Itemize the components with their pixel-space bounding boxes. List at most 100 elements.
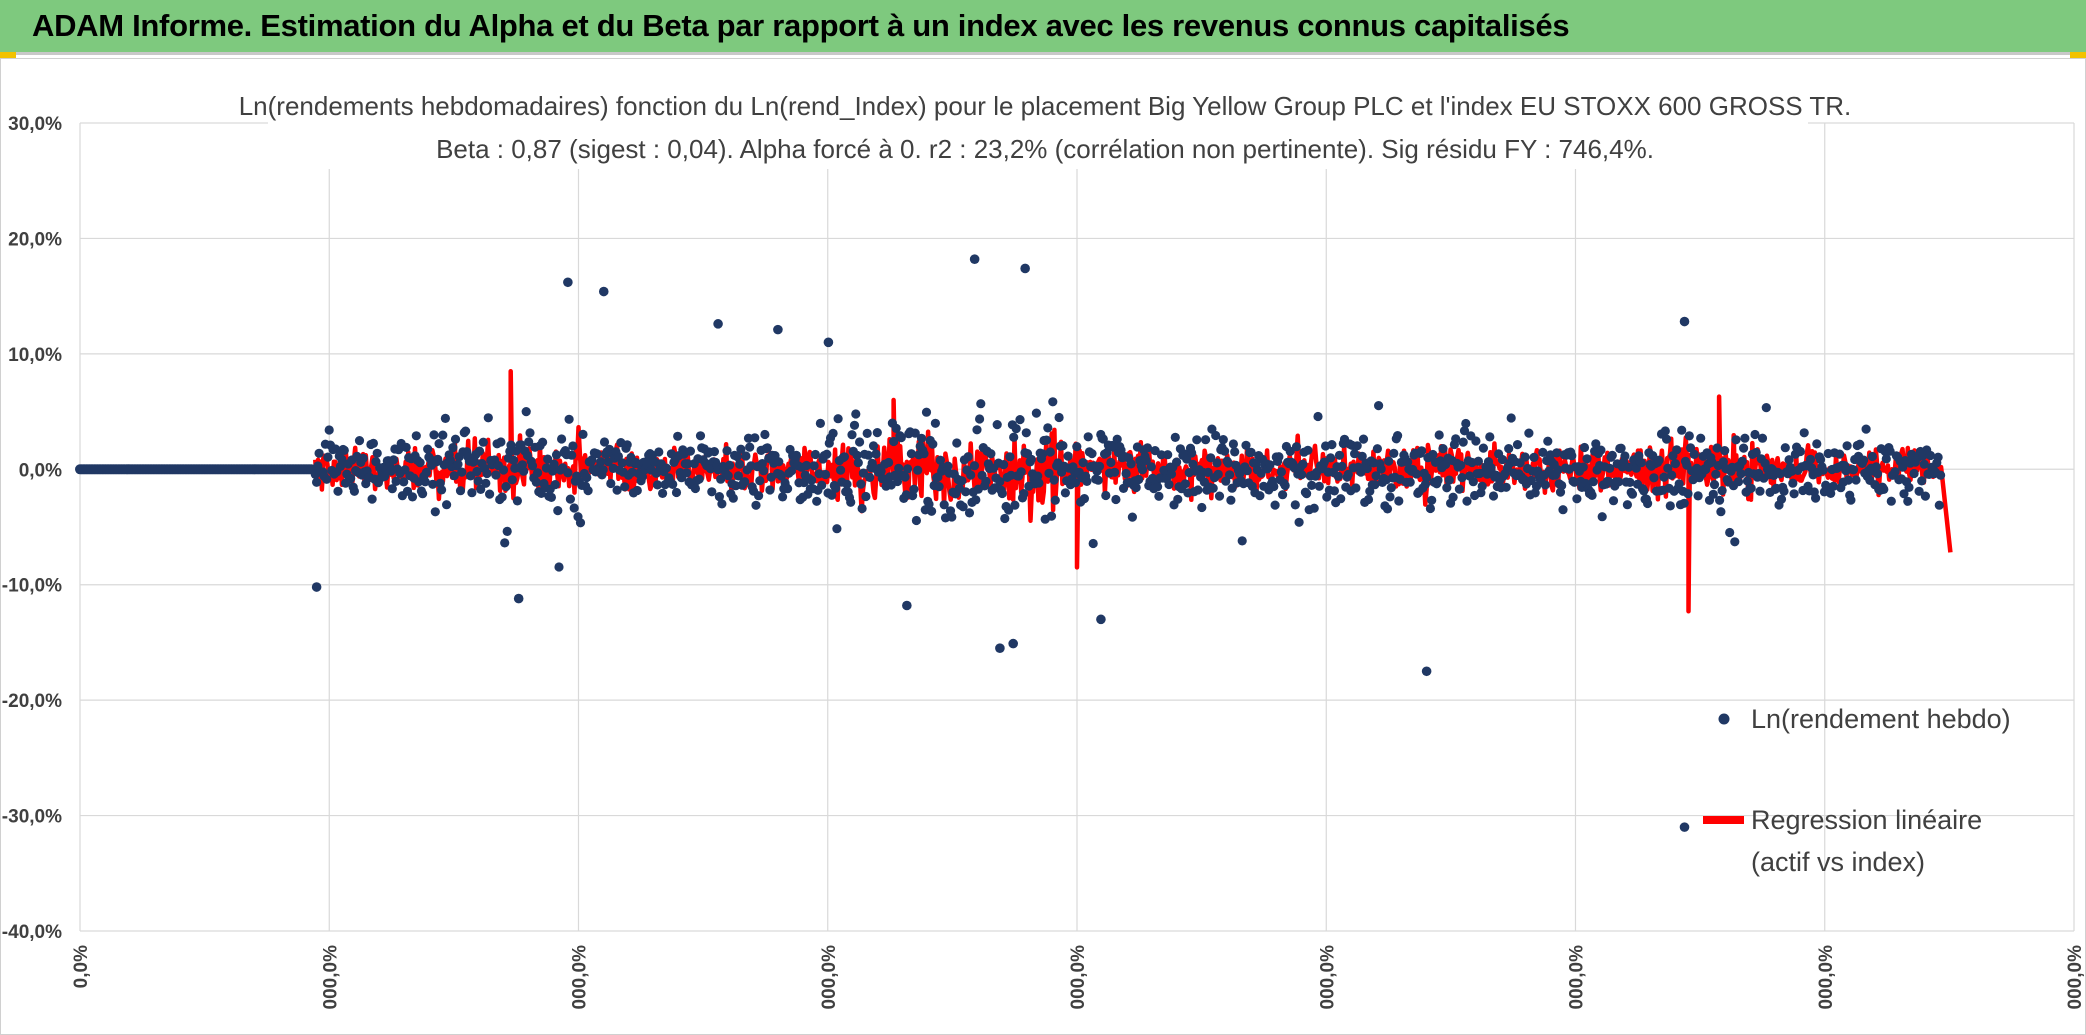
y-tick-label: 0,0%: [19, 460, 62, 481]
data-point: [1411, 469, 1422, 479]
data-point: [1102, 447, 1112, 458]
data-point: [1736, 469, 1746, 479]
data-point: [1716, 507, 1726, 517]
data-point: [1795, 446, 1805, 457]
data-point: [791, 450, 802, 460]
data-point: [724, 460, 735, 470]
data-point: [1362, 463, 1372, 474]
data-point: [1755, 486, 1765, 496]
data-point: [1625, 477, 1635, 487]
data-point: [862, 428, 872, 438]
data-point: [606, 478, 616, 489]
data-point: [1616, 443, 1626, 453]
chart-subtitle: Beta : 0,87 (sigest : 0,04). Alpha forcé…: [436, 134, 1654, 164]
data-point: [1126, 459, 1136, 469]
data-point: [1291, 442, 1302, 452]
data-point-outlier: [563, 277, 573, 288]
data-point: [563, 468, 573, 478]
data-point: [997, 488, 1007, 499]
data-point: [433, 454, 443, 464]
data-point: [1846, 495, 1856, 505]
data-point: [801, 460, 812, 471]
data-point: [1193, 485, 1203, 495]
report-title: ADAM Informe. Estimation du Alpha et du …: [32, 8, 1570, 43]
data-point: [1060, 488, 1070, 498]
data-point: [827, 490, 837, 500]
data-point: [1164, 479, 1174, 490]
data-point: [1879, 484, 1889, 494]
data-point: [1740, 433, 1750, 443]
data-point: [1715, 495, 1725, 505]
data-point: [1405, 477, 1415, 487]
data-point: [1063, 451, 1073, 461]
data-point: [1909, 468, 1919, 479]
data-point: [1811, 493, 1821, 503]
data-point: [762, 443, 773, 453]
data-point: [1506, 413, 1516, 423]
data-point: [1278, 490, 1288, 500]
data-point: [1468, 477, 1478, 487]
data-point: [1173, 494, 1183, 504]
data-point-outlier: [598, 286, 609, 297]
data-point: [411, 431, 421, 441]
data-point: [1201, 435, 1211, 445]
data-point: [1588, 477, 1598, 487]
data-point: [1607, 450, 1617, 460]
data-point: [1835, 449, 1845, 459]
data-point: [916, 433, 927, 443]
data-point: [1309, 503, 1319, 513]
data-point: [707, 487, 717, 497]
data-point: [1750, 429, 1760, 440]
data-point: [1314, 481, 1324, 491]
data-point: [682, 468, 692, 478]
data-point: [1385, 492, 1395, 502]
data-point: [1425, 503, 1435, 514]
x-tick-label: 000,0%: [1317, 945, 1338, 1010]
data-point: [1285, 446, 1295, 456]
legend-label-regression: Regression linéaire: [1751, 805, 1982, 835]
data-point: [453, 459, 463, 469]
data-point: [1087, 449, 1097, 459]
data-point: [1079, 494, 1089, 504]
data-point: [1011, 424, 1021, 434]
legend-point-marker: [1718, 713, 1730, 725]
data-point: [760, 429, 770, 440]
data-point: [1587, 490, 1597, 500]
data-point: [358, 453, 368, 463]
data-point: [1890, 467, 1900, 477]
data-point: [1558, 505, 1568, 515]
data-point: [1033, 471, 1043, 481]
data-point: [323, 452, 333, 462]
data-point: [1218, 435, 1228, 445]
data-point-outlier: [823, 337, 834, 348]
data-point: [1737, 456, 1747, 466]
data-point: [1417, 446, 1427, 456]
y-tick-label: -20,0%: [2, 691, 62, 712]
grid-layer: [79, 122, 2075, 932]
data-point: [876, 466, 886, 476]
data-point: [1540, 480, 1550, 490]
data-point: [1696, 433, 1706, 443]
data-point: [1228, 439, 1238, 449]
data-point: [943, 461, 953, 471]
data-point: [501, 482, 511, 492]
data-point: [1237, 536, 1247, 546]
data-point: [1393, 431, 1403, 441]
data-point: [820, 469, 831, 480]
data-point: [1112, 434, 1122, 444]
data-point: [836, 465, 846, 475]
data-point: [583, 486, 593, 496]
data-point: [995, 477, 1005, 487]
data-point: [1034, 478, 1044, 488]
data-point: [565, 494, 576, 504]
data-point: [508, 455, 519, 465]
data-point: [1241, 440, 1251, 450]
data-point: [654, 447, 664, 457]
data-point: [1078, 458, 1088, 468]
data-point: [847, 430, 857, 440]
data-point: [964, 508, 975, 518]
data-point: [596, 457, 606, 467]
data-point: [1197, 502, 1207, 513]
data-point: [438, 430, 448, 440]
